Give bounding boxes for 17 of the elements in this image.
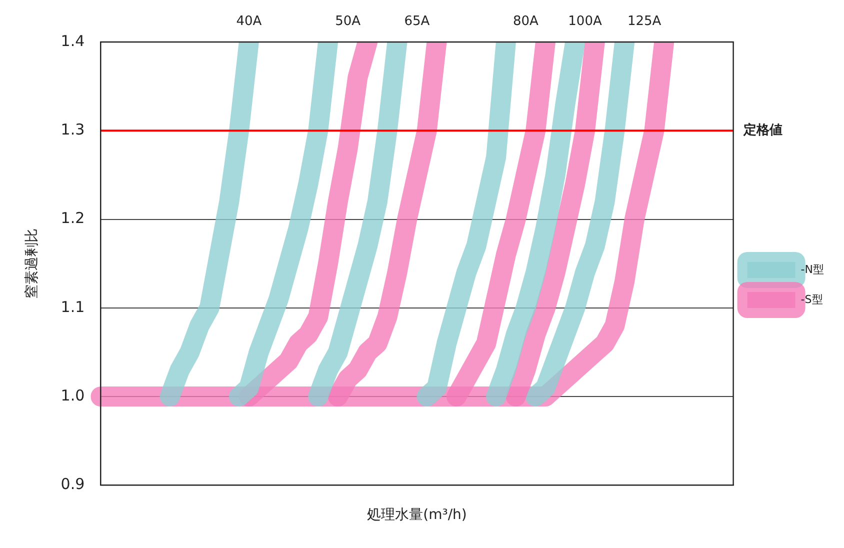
text: 80A (512, 14, 539, 29)
y-tick-label: 1.1 (60, 298, 85, 316)
text: 40A (236, 14, 262, 29)
y-tick-label: 1.0 (60, 386, 85, 404)
x-axis-title: 処理水量(m³/h) (367, 507, 467, 524)
y-tick-label: 1.2 (60, 209, 85, 228)
y-tick-label: 1.3 (60, 120, 85, 139)
text: 65A (404, 14, 430, 29)
legend-label: -S型 (800, 292, 823, 306)
y-tick-label: 1.4 (60, 32, 85, 50)
text: 125A (627, 14, 662, 29)
ref-line-label: 定格値 (742, 122, 782, 138)
text: 50A (335, 14, 361, 29)
legend-label: -N型 (800, 262, 824, 276)
y-axis-title: 窒素過剰比 (24, 228, 40, 299)
y-tick-label: 0.9 (60, 475, 85, 494)
text: 100A (568, 14, 602, 29)
